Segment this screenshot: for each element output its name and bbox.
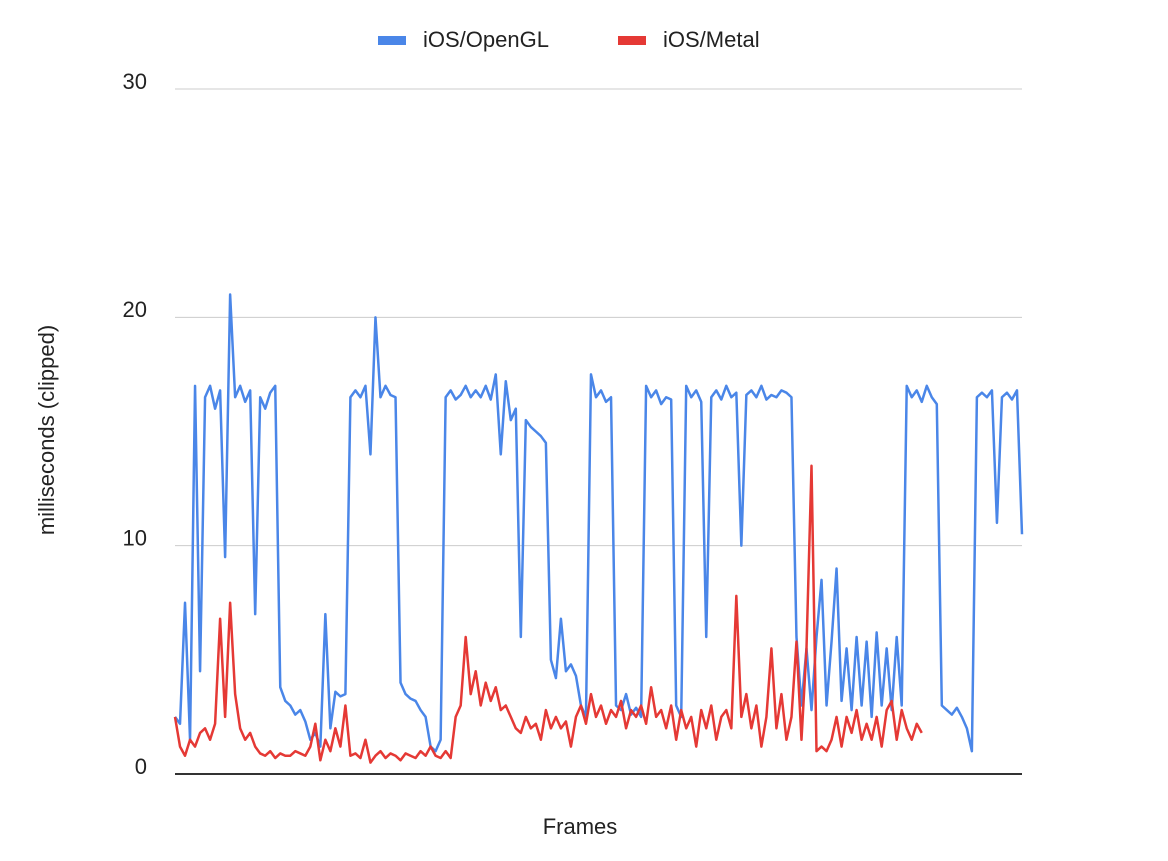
legend-label: iOS/OpenGL xyxy=(423,27,549,52)
y-tick-label: 10 xyxy=(123,525,147,550)
legend-label: iOS/Metal xyxy=(663,27,760,52)
y-tick-label: 30 xyxy=(123,69,147,94)
y-tick-label: 0 xyxy=(135,754,147,779)
y-tick-label: 20 xyxy=(123,297,147,322)
x-axis-label: Frames xyxy=(543,814,618,839)
legend-swatch xyxy=(378,36,406,45)
series-line xyxy=(173,293,1024,753)
y-axis-label: milliseconds (clipped) xyxy=(34,325,59,535)
series-line xyxy=(173,464,923,764)
legend-swatch xyxy=(618,36,646,45)
